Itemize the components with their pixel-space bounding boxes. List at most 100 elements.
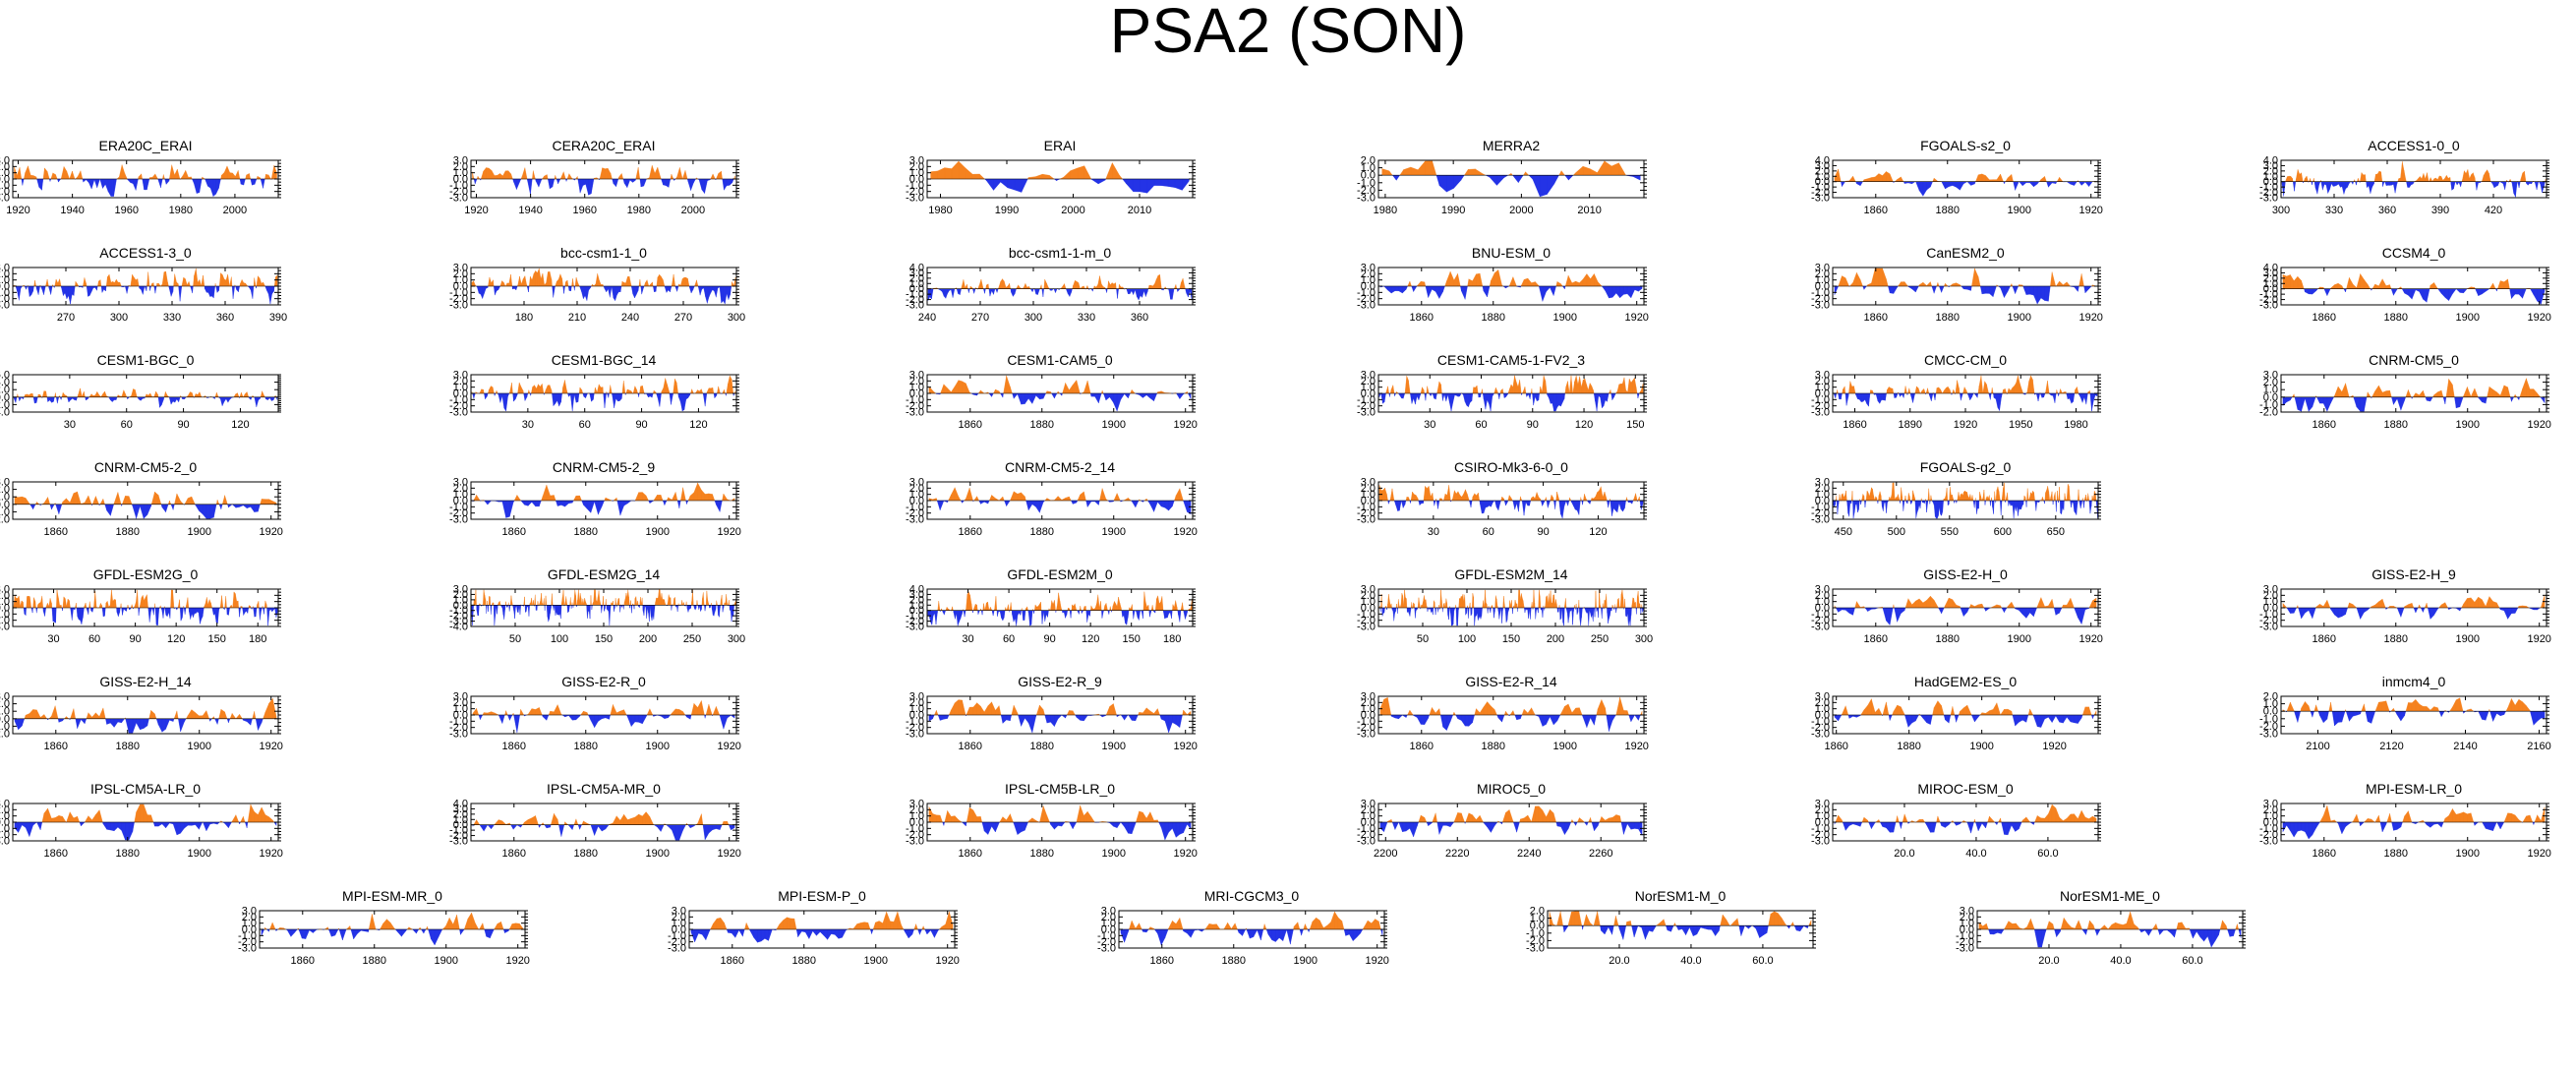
chart-panel: CNRM-CM5-2_0 3.02.01.00.0-1.0-2.0 1860 1880…: [0, 459, 283, 538]
x-tick-label: 90: [635, 419, 647, 431]
y-tick-label: -3.0: [0, 300, 10, 312]
y-tick-label: 2.0: [2263, 377, 2278, 388]
y-tick-label: 0.0: [0, 499, 10, 510]
panel-title: CESM1-CAM5-1-FV2_3: [1437, 352, 1585, 368]
y-tick-label: 2.0: [242, 912, 257, 923]
x-tick-label: 420: [2485, 205, 2502, 216]
x-tick-label: 200: [639, 633, 657, 645]
panel-title: FGOALS-s2_0: [1920, 138, 2011, 153]
y-tick-label: -2.0: [2259, 615, 2278, 626]
y-tick-label: 4.0: [909, 263, 924, 274]
y-tick-label: 0.0: [1815, 281, 1830, 293]
negative-area: [472, 500, 723, 518]
y-tick-label: 2.0: [909, 376, 924, 387]
y-tick-label: -2.0: [449, 507, 468, 519]
y-tick-label: 0.0: [1815, 176, 1830, 188]
y-tick-label: -3.0: [449, 193, 468, 205]
negative-area: [1120, 928, 1383, 946]
y-tick-label: 3.0: [0, 691, 10, 703]
y-tick-label: 3.0: [1815, 799, 1830, 810]
y-tick-label: 3.0: [1361, 691, 1376, 703]
y-tick-label: -1.0: [0, 721, 10, 733]
y-tick-label: 3.0: [1815, 370, 1830, 382]
y-tick-label: 3.0: [1960, 906, 1974, 918]
y-tick-label: 0.0: [453, 496, 468, 507]
x-tick-label: 1920: [1624, 741, 1648, 752]
chart-panel: IPSL-CM5B-LR_0 3.02.01.00.0-1.0-2.0-3.0 18…: [906, 781, 1198, 860]
y-tick-label: -1.0: [1357, 716, 1376, 728]
negative-area: [13, 396, 278, 408]
y-tick-label: 2.0: [909, 594, 924, 606]
x-tick-label: 1860: [2313, 848, 2336, 860]
x-tick-label: 1920: [259, 741, 282, 752]
negative-area: [21, 178, 272, 198]
y-tick-label: 2.0: [1815, 804, 1830, 816]
positive-area: [2285, 161, 2547, 182]
x-tick-label: 1940: [60, 205, 84, 216]
x-tick-label: 250: [1591, 633, 1609, 645]
x-tick-label: 20.0: [1609, 955, 1629, 967]
y-tick-label: 6.0: [0, 370, 10, 382]
panel-title: GISS-E2-R_0: [561, 674, 646, 689]
y-tick-label: -1.0: [0, 609, 10, 621]
y-tick-label: 2.0: [0, 161, 10, 173]
y-tick-label: -2.0: [1526, 935, 1545, 947]
x-tick-label: 1860: [44, 741, 68, 752]
y-tick-label: 3.0: [1815, 691, 1830, 703]
x-tick-label: 1860: [502, 848, 526, 860]
negative-area: [984, 178, 1190, 194]
x-tick-label: 1900: [187, 526, 210, 538]
x-tick-label: 330: [1078, 312, 1095, 324]
y-tick-label: 3.0: [1815, 263, 1830, 274]
y-tick-label: 3.0: [2263, 584, 2278, 596]
x-tick-label: 180: [515, 312, 533, 324]
y-tick-label: -2.0: [1097, 936, 1116, 948]
y-tick-label: 0.0: [909, 605, 924, 617]
positive-area: [1978, 912, 2240, 930]
y-tick-label: -2.0: [449, 611, 468, 623]
y-tick-label: 3.0: [909, 477, 924, 489]
x-tick-label: 1900: [2007, 633, 2030, 645]
chart-panel: IPSL-CM5A-MR_0 4.03.02.01.00.0-1.0-2.0-3.…: [449, 781, 741, 860]
negative-area: [1379, 821, 1643, 837]
y-tick-label: 3.0: [453, 155, 468, 167]
panel-title: GFDL-ESM2M_14: [1454, 566, 1567, 582]
y-tick-label: -1.0: [1357, 609, 1376, 621]
y-tick-label: -3.0: [1811, 300, 1830, 312]
y-tick-label: 0.0: [453, 600, 468, 612]
y-tick-label: 1.0: [909, 600, 924, 612]
y-tick-label: 2.0: [0, 268, 10, 280]
panel-title: FGOALS-g2_0: [1920, 459, 2012, 475]
x-tick-label: 150: [1502, 633, 1520, 645]
chart-panel: FGOALS-g2_0 3.02.01.00.0-1.0-2.0-3.0 450 50…: [1811, 459, 2101, 538]
x-tick-label: 550: [1941, 526, 1959, 538]
y-tick-label: -1.0: [0, 180, 10, 192]
positive-area: [1834, 595, 2097, 609]
x-tick-label: 240: [918, 312, 936, 324]
chart-panel: GISS-E2-H_14 3.02.01.00.0-1.0-2.0 1860 1880…: [0, 674, 283, 752]
y-tick-label: -1.0: [449, 825, 468, 837]
x-tick-label: 1960: [114, 205, 138, 216]
positive-area: [937, 591, 1193, 611]
y-tick-label: -1.0: [906, 823, 924, 835]
negative-area: [1834, 714, 2095, 728]
y-tick-label: -1.0: [906, 394, 924, 406]
y-tick-label: 1.0: [1361, 703, 1376, 715]
panel-title: ERA20C_ERAI: [99, 138, 193, 153]
positive-area: [928, 375, 1189, 394]
y-tick-label: -2.0: [2259, 721, 2278, 733]
x-tick-label: 150: [208, 633, 226, 645]
x-tick-label: 1980: [928, 205, 952, 216]
y-tick-label: -3.0: [1526, 943, 1545, 955]
x-tick-label: 500: [1888, 526, 1905, 538]
positive-area: [2319, 804, 2546, 823]
x-tick-label: 30: [1428, 526, 1439, 538]
y-tick-label: 0.0: [1361, 710, 1376, 722]
x-tick-label: 50: [509, 633, 521, 645]
panel-title: CESM1-BGC_14: [552, 352, 657, 368]
x-tick-label: 200: [1547, 633, 1564, 645]
x-tick-label: 1980: [169, 205, 193, 216]
positive-area: [930, 160, 1123, 180]
